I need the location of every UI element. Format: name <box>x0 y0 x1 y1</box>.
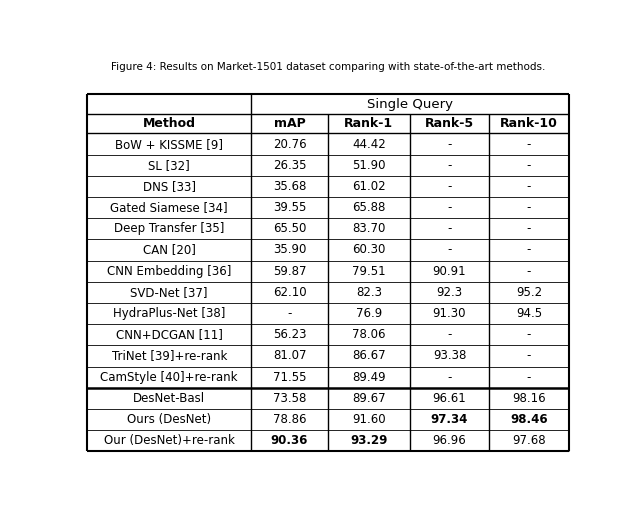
Text: Deep Transfer [35]: Deep Transfer [35] <box>114 222 225 235</box>
Text: TriNet [39]+re-rank: TriNet [39]+re-rank <box>111 349 227 362</box>
Text: 82.3: 82.3 <box>356 286 382 299</box>
Text: 94.5: 94.5 <box>516 307 542 320</box>
Text: 78.06: 78.06 <box>352 328 386 341</box>
Text: mAP: mAP <box>274 118 305 131</box>
Text: 97.34: 97.34 <box>431 413 468 426</box>
Text: SL [32]: SL [32] <box>148 159 190 172</box>
Text: BoW + KISSME [9]: BoW + KISSME [9] <box>115 138 223 151</box>
Text: -: - <box>527 328 531 341</box>
Text: 90.36: 90.36 <box>271 434 308 447</box>
Text: -: - <box>447 328 452 341</box>
Text: 79.51: 79.51 <box>352 265 386 278</box>
Text: 98.46: 98.46 <box>510 413 548 426</box>
Text: 59.87: 59.87 <box>273 265 307 278</box>
Text: 91.30: 91.30 <box>433 307 466 320</box>
Text: CamStyle [40]+re-rank: CamStyle [40]+re-rank <box>100 370 238 383</box>
Text: Single Query: Single Query <box>367 98 452 110</box>
Text: -: - <box>447 222 452 235</box>
Text: 92.3: 92.3 <box>436 286 463 299</box>
Text: Gated Siamese [34]: Gated Siamese [34] <box>111 201 228 214</box>
Text: -: - <box>447 201 452 214</box>
Text: 78.86: 78.86 <box>273 413 307 426</box>
Text: Rank-1: Rank-1 <box>344 118 394 131</box>
Text: -: - <box>527 201 531 214</box>
Text: 20.76: 20.76 <box>273 138 307 151</box>
Text: 86.67: 86.67 <box>352 349 386 362</box>
Text: -: - <box>447 370 452 383</box>
Text: DNS [33]: DNS [33] <box>143 180 196 193</box>
Text: -: - <box>447 138 452 151</box>
Text: -: - <box>527 265 531 278</box>
Text: 56.23: 56.23 <box>273 328 307 341</box>
Text: 89.49: 89.49 <box>352 370 386 383</box>
Text: 60.30: 60.30 <box>352 244 385 256</box>
Text: 93.38: 93.38 <box>433 349 466 362</box>
Text: Figure 4: Results on Market-1501 dataset comparing with state-of-the-art methods: Figure 4: Results on Market-1501 dataset… <box>111 62 545 72</box>
Text: -: - <box>527 244 531 256</box>
Text: SVD-Net [37]: SVD-Net [37] <box>131 286 208 299</box>
Text: -: - <box>527 349 531 362</box>
Text: -: - <box>447 159 452 172</box>
Text: 62.10: 62.10 <box>273 286 307 299</box>
Text: 90.91: 90.91 <box>433 265 467 278</box>
Text: 26.35: 26.35 <box>273 159 307 172</box>
Text: 96.61: 96.61 <box>433 392 467 405</box>
Text: 91.60: 91.60 <box>352 413 386 426</box>
Text: -: - <box>527 370 531 383</box>
Text: 65.50: 65.50 <box>273 222 306 235</box>
Text: -: - <box>527 180 531 193</box>
Text: -: - <box>527 159 531 172</box>
Text: 96.96: 96.96 <box>433 434 467 447</box>
Text: 39.55: 39.55 <box>273 201 306 214</box>
Text: 95.2: 95.2 <box>516 286 542 299</box>
Text: Method: Method <box>143 118 196 131</box>
Text: 51.90: 51.90 <box>352 159 386 172</box>
Text: 61.02: 61.02 <box>352 180 386 193</box>
Text: CAN [20]: CAN [20] <box>143 244 196 256</box>
Text: CNN Embedding [36]: CNN Embedding [36] <box>107 265 232 278</box>
Text: Our (DesNet)+re-rank: Our (DesNet)+re-rank <box>104 434 235 447</box>
Text: -: - <box>527 222 531 235</box>
Text: Rank-5: Rank-5 <box>425 118 474 131</box>
Text: 73.58: 73.58 <box>273 392 306 405</box>
Text: CNN+DCGAN [11]: CNN+DCGAN [11] <box>116 328 223 341</box>
Text: -: - <box>447 180 452 193</box>
Text: -: - <box>447 244 452 256</box>
Text: HydraPlus-Net [38]: HydraPlus-Net [38] <box>113 307 225 320</box>
Text: 65.88: 65.88 <box>352 201 385 214</box>
Text: Rank-10: Rank-10 <box>500 118 558 131</box>
Text: 71.55: 71.55 <box>273 370 307 383</box>
Text: 93.29: 93.29 <box>350 434 388 447</box>
Text: 83.70: 83.70 <box>352 222 385 235</box>
Text: -: - <box>287 307 292 320</box>
Text: 81.07: 81.07 <box>273 349 307 362</box>
Text: 98.16: 98.16 <box>512 392 546 405</box>
Text: Ours (DesNet): Ours (DesNet) <box>127 413 211 426</box>
Text: 97.68: 97.68 <box>512 434 546 447</box>
Text: 35.90: 35.90 <box>273 244 306 256</box>
Text: DesNet-Basl: DesNet-Basl <box>133 392 205 405</box>
Text: 44.42: 44.42 <box>352 138 386 151</box>
Text: -: - <box>527 138 531 151</box>
Text: 89.67: 89.67 <box>352 392 386 405</box>
Text: 76.9: 76.9 <box>356 307 382 320</box>
Text: 35.68: 35.68 <box>273 180 306 193</box>
